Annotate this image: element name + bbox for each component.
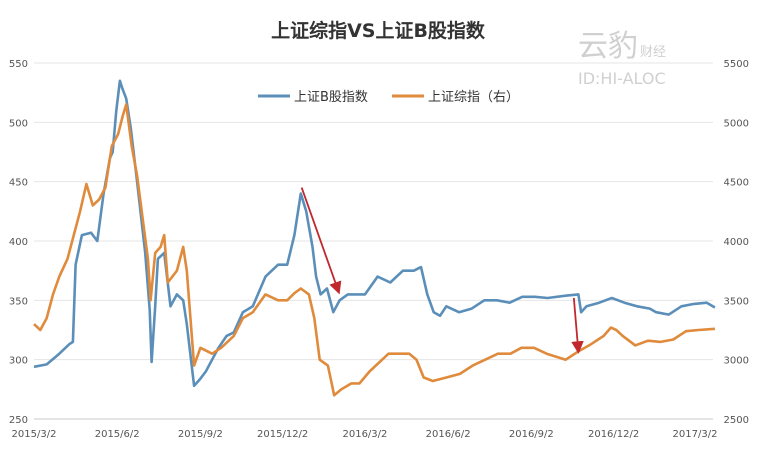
y-left-tick-label: 550	[9, 59, 28, 70]
watermark-brand: 云豹	[578, 29, 638, 64]
x-tick-label: 2016/6/2	[426, 429, 471, 440]
y-left-tick-label: 450	[9, 178, 28, 189]
chart-title: 上证综指VS上证B股指数	[271, 19, 486, 42]
legend: 上证B股指数 上证综指（右）	[258, 90, 519, 105]
x-tick-label: 2015/6/2	[95, 429, 140, 440]
y-right-tick-label: 3000	[724, 356, 749, 367]
legend-label-composite: 上证综指（右）	[428, 90, 519, 105]
y-left-tick-label: 250	[9, 415, 28, 426]
watermark-id: ID:HI-ALOC	[578, 69, 666, 88]
gridlines	[34, 62, 713, 420]
legend-label-b-share: 上证B股指数	[294, 90, 368, 105]
y-right-tick-label: 4000	[724, 237, 749, 248]
x-tick-label: 2017/3/2	[673, 429, 718, 440]
x-tick-label: 2015/12/2	[257, 429, 308, 440]
watermark: 云豹 财经 ID:HI-ALOC	[578, 29, 666, 88]
series-line-b-share-index	[33, 79, 716, 388]
y-left-tick-label: 400	[9, 237, 28, 248]
y-right-tick-label: 2500	[724, 415, 749, 426]
x-tick-label: 2015/9/2	[178, 429, 223, 440]
annotations	[300, 187, 584, 354]
annotation-arrow-2	[571, 297, 584, 354]
annotation-arrow-1	[300, 187, 342, 295]
x-tick-label: 2016/9/2	[509, 429, 554, 440]
series-lines	[33, 79, 716, 397]
x-tick-label: 2016/3/2	[342, 429, 387, 440]
axes: 250 2500 300 3000 350 3500 400 4000 450 4500 500 50…	[9, 59, 749, 440]
y-right-tick-label: 5500	[724, 59, 749, 70]
y-right-tick-label: 4500	[724, 178, 749, 189]
x-tick-label: 2015/3/2	[12, 429, 57, 440]
series-line-composite-index	[33, 103, 715, 397]
y-left-tick-label: 350	[9, 296, 28, 307]
y-right-tick-label: 5000	[724, 118, 749, 129]
y-left-tick-label: 500	[9, 118, 28, 129]
y-right-tick-label: 3500	[724, 296, 749, 307]
x-tick-label: 2016/12/2	[588, 429, 639, 440]
y-left-tick-label: 300	[9, 356, 28, 367]
watermark-brand-small: 财经	[640, 45, 666, 60]
